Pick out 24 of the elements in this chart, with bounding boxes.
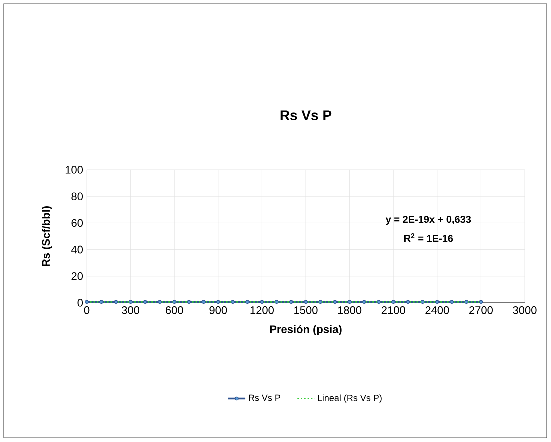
x-tick-label: 300: [122, 306, 140, 314]
legend-label: Lineal (Rs Vs P): [318, 394, 382, 404]
x-tick-label: 3000: [513, 306, 537, 314]
y-tick-label: 0: [78, 299, 84, 307]
x-tick-label: 1200: [250, 306, 274, 314]
x-tick-label: 2400: [426, 306, 450, 314]
y-tick-label: 60: [72, 219, 84, 228]
x-tick-label: 2100: [382, 306, 406, 314]
y-tick-label: 20: [72, 272, 84, 280]
y-tick-label: 100: [66, 166, 84, 174]
x-axis-title: Presión (psia): [270, 325, 342, 336]
x-tick-label: 0: [84, 306, 90, 314]
x-tick-label: 1500: [294, 306, 318, 314]
x-tick-label: 900: [210, 306, 228, 314]
chart-title: Rs Vs P: [280, 110, 332, 120]
x-tick-label: 1800: [338, 306, 362, 314]
y-tick-label: 40: [71, 246, 84, 254]
y-tick-label: 80: [72, 192, 84, 200]
x-tick-label: 600: [166, 306, 184, 314]
legend-label: Rs Vs P: [249, 394, 280, 402]
annotation: R$^{2}$ = 1E-16: [404, 234, 454, 242]
annotation: y = 2E-19x + 0,633: [386, 216, 472, 226]
x-tick-label: 2700: [470, 306, 493, 314]
y-axis-title: Rs (Scf/bbl): [42, 206, 52, 266]
